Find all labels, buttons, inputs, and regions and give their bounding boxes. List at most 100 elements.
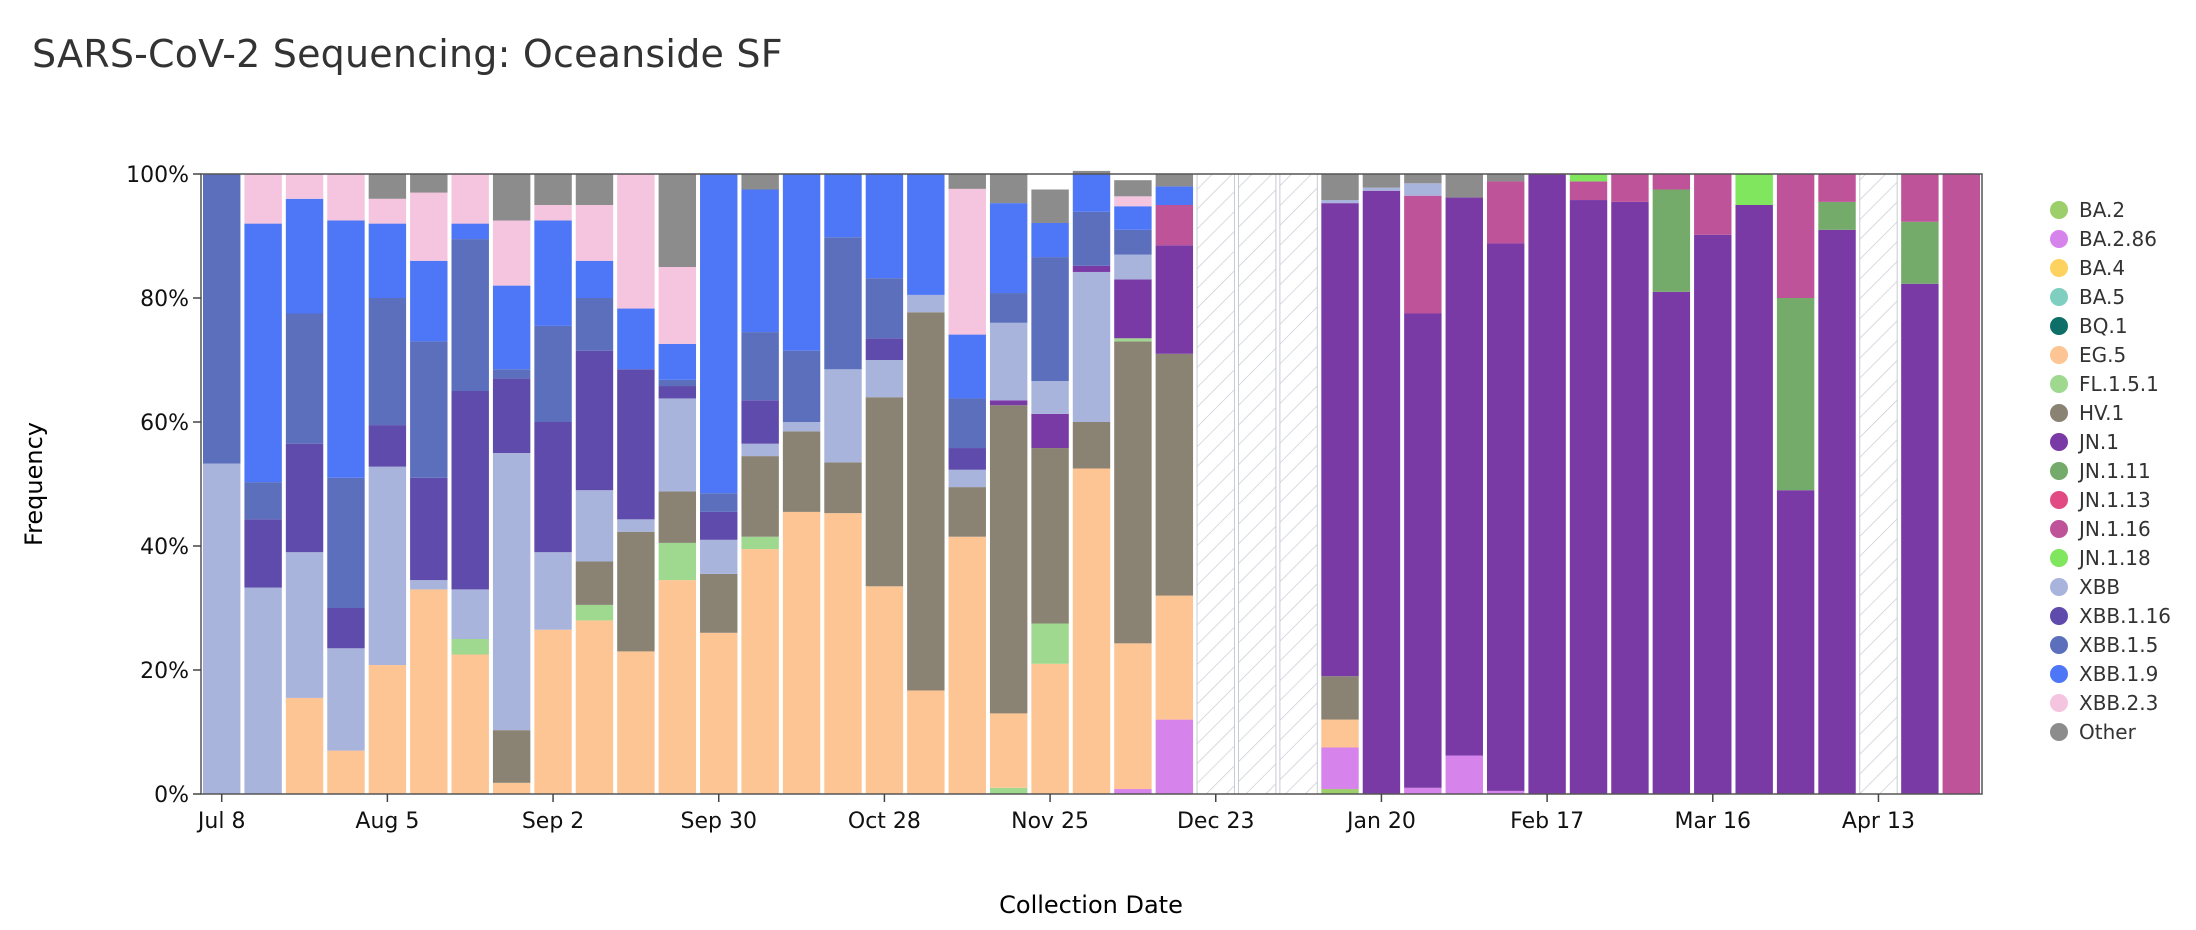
bar-segment-xbb-1-9[interactable]	[492, 285, 531, 370]
bar-segment-xbb-1-9[interactable]	[410, 260, 448, 342]
bar-segment-xbb-1-5[interactable]	[203, 174, 241, 464]
bar-segment-jn-1-16[interactable]	[1652, 174, 1691, 190]
legend-item[interactable]: XBB.1.16	[2050, 604, 2171, 628]
bar-segment-xbb[interactable]	[741, 443, 779, 457]
bar-segment-xbb[interactable]	[700, 539, 738, 574]
bar-segment-xbb-1-9[interactable]	[244, 223, 282, 483]
bar-segment-xbb-2-3[interactable]	[368, 198, 407, 224]
bar-segment-jn-1[interactable]	[1404, 313, 1442, 788]
bar-segment-xbb-1-9[interactable]	[658, 343, 697, 380]
bar-segment-xbb-1-16[interactable]	[410, 477, 448, 581]
bar-segment-fl-1-5-1[interactable]	[575, 604, 614, 621]
legend-item[interactable]: XBB.1.5	[2050, 633, 2158, 657]
bar-segment-xbb-1-16[interactable]	[451, 391, 489, 590]
bar-segment-fl-1-5-1[interactable]	[989, 787, 1028, 794]
bar-segment-xbb[interactable]	[782, 422, 821, 432]
legend-item[interactable]: JN.1.18	[2050, 546, 2151, 570]
bar-segment-hv-1[interactable]	[865, 397, 904, 587]
bar-segment-xbb-1-5[interactable]	[575, 298, 614, 351]
bar-segment-eg-5[interactable]	[907, 690, 945, 794]
bar-segment-xbb-1-16[interactable]	[492, 378, 531, 453]
bar-segment-ba-2-86[interactable]	[1114, 789, 1152, 794]
bar-segment-fl-1-5-1[interactable]	[1114, 338, 1152, 342]
bar-segment-hv-1[interactable]	[1031, 448, 1069, 624]
bar-segment-eg-5[interactable]	[534, 629, 572, 794]
bar-segment-ba-2-86[interactable]	[1445, 755, 1483, 794]
bar-segment-jn-1[interactable]	[1569, 200, 1608, 795]
bar-segment-xbb-1-16[interactable]	[741, 400, 779, 444]
bar-segment-eg-5[interactable]	[1114, 643, 1152, 790]
bar-segment-hv-1[interactable]	[824, 462, 862, 514]
bar-segment-fl-1-5-1[interactable]	[741, 536, 779, 550]
bar-segment-xbb-1-9[interactable]	[948, 334, 986, 399]
legend-item[interactable]: XBB	[2050, 575, 2120, 599]
bar-segment-other[interactable]	[658, 174, 697, 267]
bar-segment-ba-2-86[interactable]	[1321, 747, 1359, 790]
bar-segment-eg-5[interactable]	[741, 549, 779, 794]
bar-segment-xbb-1-9[interactable]	[617, 308, 655, 370]
bar-segment-ba-2-86[interactable]	[1404, 787, 1442, 794]
bar-segment-xbb-1-9[interactable]	[700, 174, 738, 494]
bar-segment-xbb-1-5[interactable]	[327, 477, 365, 608]
bar-segment-xbb[interactable]	[203, 463, 241, 794]
bar-segment-xbb-2-3[interactable]	[410, 192, 448, 261]
bar-segment-jn-1-16[interactable]	[1404, 195, 1442, 314]
bar-segment-hv-1[interactable]	[948, 487, 986, 537]
bar-segment-xbb-1-16[interactable]	[327, 608, 365, 649]
bar-segment-xbb-2-3[interactable]	[244, 174, 282, 224]
bar-segment-other[interactable]	[575, 174, 614, 205]
bar-segment-xbb-1-9[interactable]	[865, 174, 904, 279]
bar-segment-xbb-1-16[interactable]	[948, 448, 986, 470]
bar-segment-hv-1[interactable]	[700, 573, 738, 633]
bar-segment-jn-1[interactable]	[1901, 283, 1939, 794]
bar-segment-xbb[interactable]	[1321, 200, 1359, 204]
bar-segment-xbb[interactable]	[865, 360, 904, 398]
bar-segment-jn-1-16[interactable]	[1776, 174, 1815, 298]
bar-segment-other[interactable]	[1031, 189, 1069, 223]
bar-segment-jn-1[interactable]	[1362, 190, 1401, 795]
legend-item[interactable]: FL.1.5.1	[2050, 372, 2159, 396]
bar-segment-xbb[interactable]	[451, 589, 489, 639]
bar-segment-jn-1[interactable]	[1818, 229, 1856, 795]
bar-segment-xbb[interactable]	[617, 519, 655, 532]
legend-item[interactable]: JN.1.16	[2050, 517, 2151, 541]
bar-segment-jn-1[interactable]	[1776, 490, 1815, 794]
bar-segment-eg-5[interactable]	[575, 620, 614, 794]
bar-segment-other[interactable]	[741, 174, 779, 190]
bar-segment-xbb-2-3[interactable]	[285, 174, 324, 199]
bar-segment-eg-5[interactable]	[948, 536, 986, 794]
bar-segment-xbb-1-9[interactable]	[285, 198, 324, 314]
legend-item[interactable]: XBB.1.9	[2050, 662, 2158, 686]
bar-segment-xbb[interactable]	[575, 490, 614, 562]
bar-segment-xbb[interactable]	[327, 648, 365, 751]
bar-segment-jn-1[interactable]	[1114, 279, 1152, 339]
bar-segment-eg-5[interactable]	[451, 654, 489, 795]
bar-segment-xbb-1-9[interactable]	[782, 174, 821, 351]
bar-segment-other[interactable]	[1155, 174, 1194, 187]
bar-segment-xbb[interactable]	[492, 453, 531, 731]
bar-segment-eg-5[interactable]	[1031, 663, 1069, 794]
bar-segment-eg-5[interactable]	[700, 632, 738, 794]
bar-segment-eg-5[interactable]	[1321, 719, 1359, 748]
bar-segment-jn-1[interactable]	[1735, 205, 1773, 794]
legend-item[interactable]: BA.2.86	[2050, 227, 2157, 251]
bar-segment-fl-1-5-1[interactable]	[451, 639, 489, 655]
bar-segment-other[interactable]	[948, 174, 986, 189]
legend-item[interactable]: JN.1	[2050, 430, 2119, 454]
bar-segment-xbb-1-5[interactable]	[534, 325, 572, 422]
bar-segment-xbb[interactable]	[907, 294, 945, 313]
bar-segment-jn-1[interactable]	[1486, 243, 1525, 791]
bar-segment-xbb-1-5[interactable]	[410, 341, 448, 478]
bar-segment-xbb-1-5[interactable]	[658, 379, 697, 387]
bar-segment-other[interactable]	[1114, 180, 1152, 197]
bar-segment-xbb-1-5[interactable]	[1114, 229, 1152, 255]
bar-segment-xbb-1-9[interactable]	[451, 223, 489, 240]
bar-segment-eg-5[interactable]	[1072, 468, 1111, 795]
bar-segment-hv-1[interactable]	[1072, 422, 1111, 469]
bar-segment-eg-5[interactable]	[824, 513, 862, 794]
bar-segment-jn-1-16[interactable]	[1486, 181, 1525, 244]
legend-item[interactable]: HV.1	[2050, 401, 2124, 425]
bar-segment-xbb[interactable]	[368, 466, 407, 666]
bar-segment-jn-1-16[interactable]	[1155, 205, 1194, 246]
bar-segment-ba-2-86[interactable]	[1155, 719, 1194, 794]
